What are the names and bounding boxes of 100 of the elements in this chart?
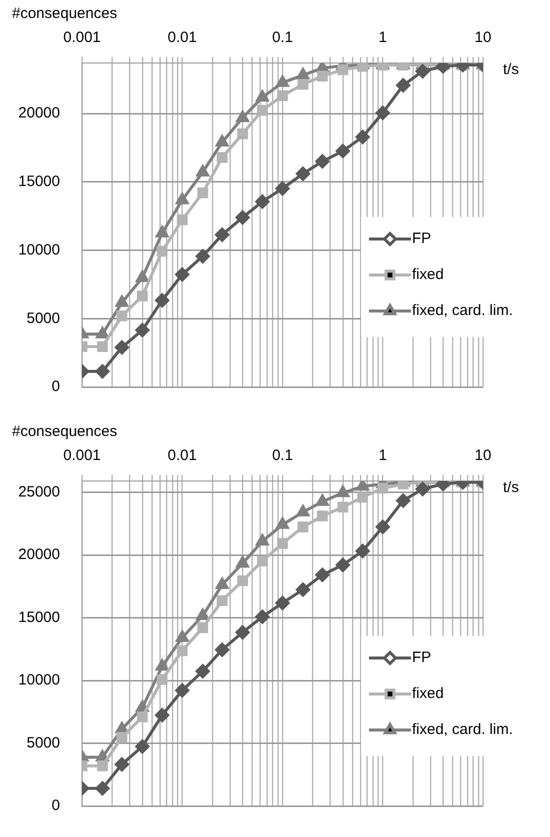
point	[337, 502, 348, 512]
point	[296, 68, 310, 80]
legend-label: fixed, card. lim.	[412, 721, 513, 738]
point	[236, 110, 249, 122]
x-tick-label: 0.1	[272, 29, 293, 46]
point	[276, 596, 290, 610]
point	[95, 364, 110, 378]
point	[196, 165, 209, 176]
point	[236, 210, 250, 224]
point	[296, 166, 310, 181]
point	[96, 327, 109, 338]
point	[317, 510, 328, 522]
point	[136, 290, 148, 302]
x-tick-label: 0.01	[168, 447, 197, 464]
point	[255, 194, 270, 209]
point	[416, 482, 430, 496]
legend-label: fixed	[412, 685, 444, 702]
y-tick-label: 5000	[26, 310, 60, 327]
point	[114, 340, 129, 354]
y-tick-label: 20000	[18, 546, 60, 564]
point	[337, 64, 348, 76]
point	[156, 246, 168, 257]
point	[116, 722, 128, 734]
point	[97, 760, 108, 772]
point	[196, 664, 210, 678]
point	[296, 582, 310, 597]
y-axis-title: #consequences	[12, 423, 118, 440]
point	[216, 152, 228, 163]
x-tick-label: 0.001	[63, 29, 101, 46]
point	[377, 482, 388, 494]
point	[116, 296, 128, 307]
y-tick-label: 0	[52, 378, 60, 396]
legend-label: fixed, card. lim.	[412, 302, 513, 320]
point	[317, 70, 328, 82]
y-tick-label: 25000	[18, 483, 60, 500]
x-axis-title: t/s	[503, 479, 519, 496]
legend-label: fixed	[412, 266, 444, 284]
point	[156, 226, 168, 238]
point	[256, 534, 269, 546]
point	[176, 645, 188, 656]
x-tick-label: 1	[378, 29, 387, 46]
point	[136, 712, 148, 722]
point	[116, 732, 128, 743]
x-tick-label: 10	[474, 447, 492, 464]
point	[155, 293, 170, 308]
point	[114, 757, 129, 772]
point	[197, 622, 208, 634]
point	[197, 187, 208, 198]
point	[215, 642, 230, 657]
point	[216, 135, 228, 147]
point	[237, 128, 248, 140]
x-tick-label: 10	[474, 29, 492, 46]
point	[276, 182, 290, 196]
y-tick-label: 15000	[18, 608, 60, 626]
point	[298, 522, 308, 532]
point	[97, 341, 108, 352]
x-tick-label: 1	[378, 447, 387, 464]
x-axis-title: t/s	[503, 61, 519, 78]
point	[196, 249, 210, 264]
point	[116, 310, 128, 322]
x-tick-label: 0.01	[168, 29, 197, 46]
point	[356, 130, 370, 144]
point	[156, 659, 168, 671]
point	[336, 144, 350, 158]
y-tick-label: 20000	[18, 104, 60, 122]
point	[256, 104, 268, 116]
point	[356, 481, 369, 491]
point	[196, 608, 209, 620]
point	[216, 578, 228, 590]
point	[175, 267, 190, 282]
point	[216, 595, 228, 606]
point	[135, 323, 150, 338]
point	[135, 740, 150, 754]
point	[276, 518, 289, 529]
y-tick-label: 0	[52, 797, 60, 814]
point	[316, 63, 329, 72]
y-axis-title: #consequences	[12, 5, 118, 22]
point	[236, 625, 250, 640]
point	[298, 78, 308, 90]
point	[396, 78, 410, 92]
point	[416, 64, 430, 78]
y-tick-label: 5000	[26, 734, 60, 752]
point	[296, 505, 310, 516]
point	[396, 494, 410, 508]
point	[276, 76, 289, 87]
point	[155, 708, 170, 722]
point	[236, 556, 249, 568]
point	[376, 106, 390, 120]
point	[315, 568, 330, 582]
point	[136, 270, 149, 282]
point	[96, 750, 109, 762]
point	[376, 520, 390, 534]
point	[336, 558, 350, 572]
point	[176, 630, 189, 642]
point	[256, 90, 269, 102]
point	[176, 192, 189, 204]
point	[237, 575, 248, 586]
point	[95, 781, 110, 796]
point	[316, 494, 329, 506]
y-tick-label: 10000	[18, 672, 60, 689]
